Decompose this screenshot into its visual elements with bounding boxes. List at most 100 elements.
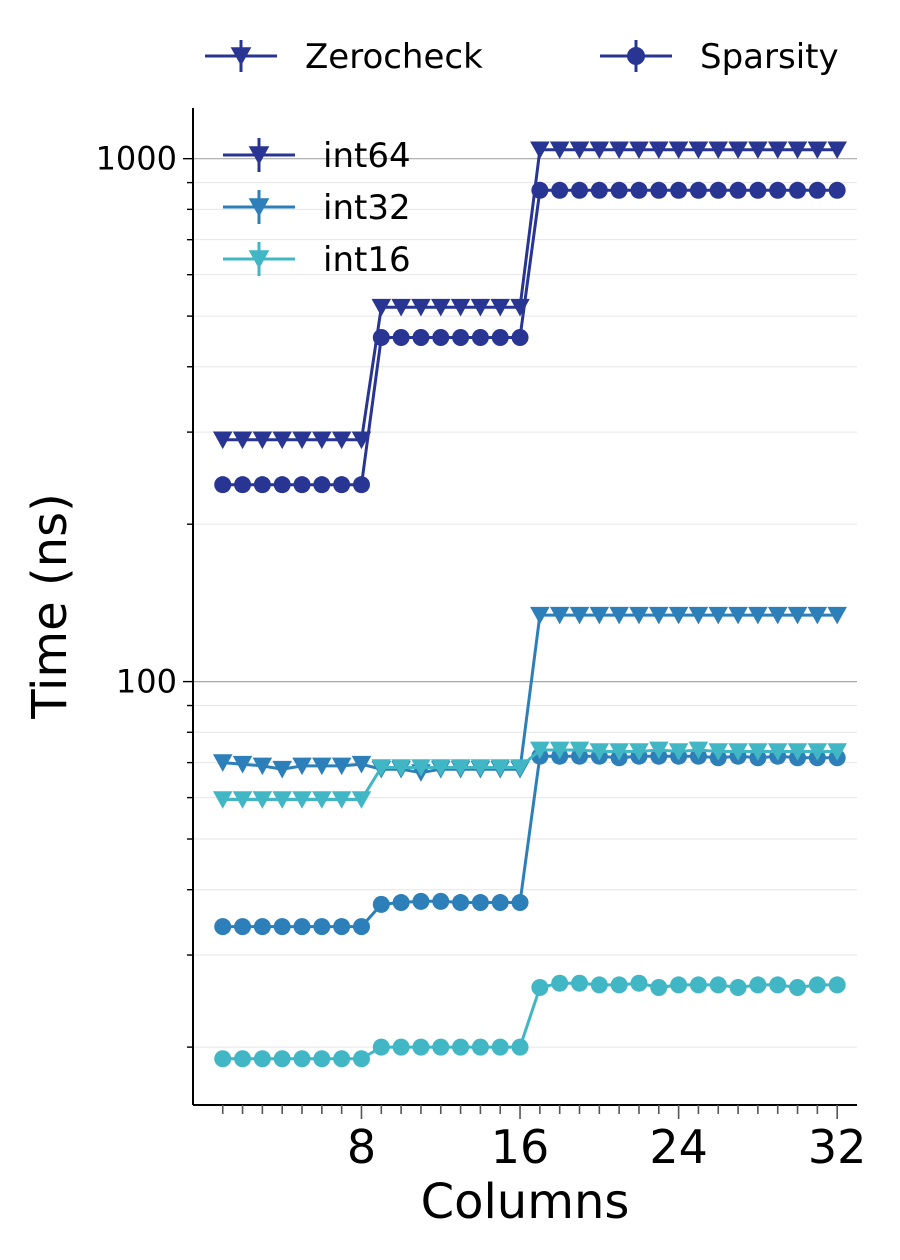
data-point — [391, 298, 411, 317]
data-point — [551, 974, 569, 992]
data-point — [569, 606, 590, 625]
data-point — [470, 298, 491, 317]
legend-marker — [248, 198, 270, 217]
data-point — [491, 329, 509, 347]
legend-inner-item-int16[interactable]: int16 — [223, 240, 411, 280]
data-point — [490, 298, 510, 317]
data-point — [709, 181, 727, 199]
data-point — [351, 755, 372, 774]
data-point — [392, 329, 410, 347]
data-point — [471, 1038, 489, 1056]
legend-inner-label: int64 — [323, 136, 411, 176]
legend-top[interactable]: Zerocheck Sparsity — [205, 37, 839, 77]
data-point — [748, 606, 768, 625]
data-point — [333, 918, 351, 936]
data-point — [610, 181, 628, 199]
data-point — [767, 743, 788, 761]
series-layer — [212, 141, 847, 1068]
data-point — [430, 298, 451, 317]
data-point — [807, 141, 828, 160]
data-point — [787, 743, 808, 761]
data-point — [232, 431, 253, 450]
data-point — [609, 743, 629, 761]
data-point — [352, 918, 370, 936]
data-point — [253, 476, 271, 494]
data-point — [609, 141, 629, 160]
data-point — [728, 606, 748, 625]
data-point — [729, 979, 747, 997]
series-int64-zerocheck — [212, 141, 847, 450]
data-point — [212, 754, 233, 772]
y-tick-label: 1000 — [96, 140, 177, 178]
data-point — [789, 979, 807, 997]
data-point — [530, 741, 550, 760]
data-point — [412, 1038, 430, 1056]
data-point — [531, 181, 549, 199]
data-point — [392, 1038, 410, 1056]
data-point — [253, 918, 271, 936]
legend-inner-item-int64[interactable]: int64 — [223, 136, 411, 176]
data-point — [391, 759, 411, 777]
data-point — [668, 606, 689, 625]
data-point — [432, 892, 450, 910]
data-point — [491, 894, 509, 912]
data-point — [629, 141, 649, 160]
data-point — [708, 606, 729, 625]
data-point — [551, 181, 569, 199]
data-point — [729, 181, 747, 199]
data-point — [293, 476, 311, 494]
data-point — [749, 976, 767, 994]
data-point — [808, 181, 826, 199]
series-int64-sparsity — [214, 181, 846, 494]
data-point — [351, 431, 372, 450]
series-int16-zerocheck — [212, 741, 847, 809]
data-point — [828, 976, 846, 994]
data-point — [827, 606, 847, 625]
data-point — [670, 181, 688, 199]
data-point — [549, 741, 570, 760]
data-point — [709, 976, 727, 994]
data-point — [650, 181, 668, 199]
data-point — [452, 894, 470, 912]
data-point — [749, 181, 767, 199]
data-point — [432, 329, 450, 347]
data-point — [432, 1038, 450, 1056]
data-point — [331, 757, 352, 776]
data-point — [511, 1038, 529, 1056]
series-line — [222, 754, 838, 929]
data-point — [609, 606, 629, 625]
axes: 100 1000 8 16 24 32 — [96, 108, 866, 1174]
legend-top-item-sparsity[interactable]: Sparsity — [600, 37, 839, 77]
data-point — [767, 606, 788, 625]
data-point — [412, 892, 430, 910]
data-point — [688, 606, 709, 625]
data-point — [411, 298, 431, 317]
data-point — [708, 141, 729, 160]
data-point — [352, 1050, 370, 1068]
data-point — [708, 743, 729, 761]
data-point — [668, 743, 689, 761]
data-point — [333, 1050, 351, 1068]
data-point — [650, 979, 668, 997]
data-point — [234, 476, 252, 494]
data-point — [252, 757, 273, 776]
series-int16-sparsity — [214, 974, 846, 1068]
data-point — [549, 606, 570, 625]
data-point — [450, 759, 471, 777]
data-point — [272, 431, 292, 450]
data-point — [728, 743, 748, 761]
data-point — [549, 141, 570, 160]
legend-top-label: Sparsity — [700, 37, 839, 77]
data-point — [214, 1050, 232, 1068]
legend-top-item-zerocheck[interactable]: Zerocheck — [205, 37, 483, 77]
x-axis-label: Columns — [421, 1174, 630, 1230]
data-point — [313, 1050, 331, 1068]
data-point — [668, 141, 689, 160]
data-point — [273, 476, 291, 494]
legend-inner-item-int32[interactable]: int32 — [223, 188, 411, 228]
series-line — [222, 613, 838, 775]
data-point — [273, 1050, 291, 1068]
data-point — [371, 298, 392, 317]
legend-inner[interactable]: int64 int32 int16 — [223, 136, 411, 280]
legend-marker — [230, 47, 252, 66]
